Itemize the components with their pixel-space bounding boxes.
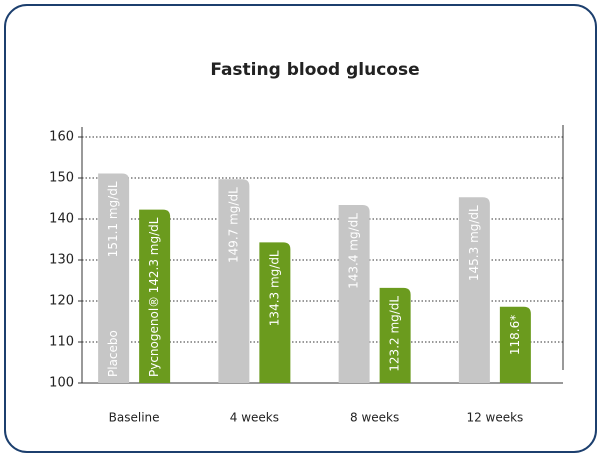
value-label: 123.2 mg/dL [388, 296, 402, 372]
value-label: 134.3 mg/dL [267, 250, 281, 326]
bar [218, 179, 250, 383]
bar [338, 205, 370, 383]
bar [379, 287, 411, 383]
bar [259, 242, 291, 383]
y-tick-label: 150 [49, 171, 74, 186]
value-label: 118.6* [508, 315, 522, 355]
bar [139, 209, 171, 383]
y-tick-label: 100 [49, 376, 74, 391]
x-tick-label: 8 weeks [350, 411, 399, 425]
value-label: 143.4 mg/dL [347, 213, 361, 289]
bar [458, 197, 490, 383]
series-label: Pycnogenol® [147, 296, 161, 377]
value-label: 151.1 mg/dL [106, 181, 120, 257]
y-tick-label: 110 [49, 335, 74, 350]
x-tick-label: Baseline [109, 411, 160, 425]
value-label: 145.3 mg/dL [467, 205, 481, 281]
series-label: Placebo [106, 330, 120, 377]
y-tick-label: 160 [49, 130, 74, 145]
x-tick-label: 12 weeks [466, 411, 523, 425]
y-tick-label: 130 [49, 253, 74, 268]
bar [499, 306, 531, 383]
chart-title: Fasting blood glucose [210, 60, 419, 80]
x-tick-label: 4 weeks [230, 411, 279, 425]
bar [98, 173, 130, 383]
y-tick-label: 140 [49, 212, 74, 227]
y-tick-label: 120 [49, 294, 74, 309]
value-label: 149.7 mg/dL [226, 187, 240, 263]
value-label: 142.3 mg/dL [147, 217, 161, 293]
